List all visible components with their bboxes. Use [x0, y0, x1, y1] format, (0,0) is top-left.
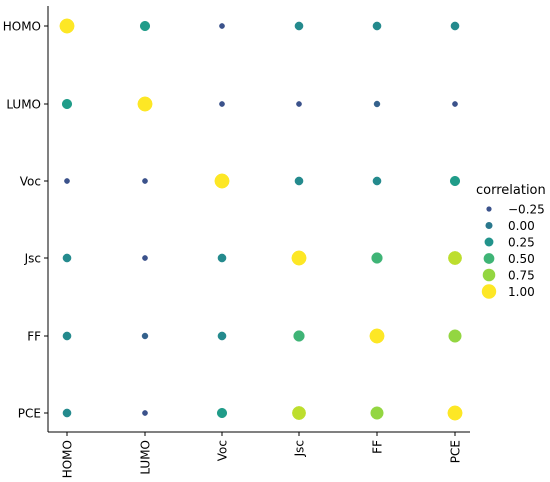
bubble-homo-pce — [450, 21, 460, 31]
y-tick-label-ff: FF — [27, 330, 41, 344]
bubble-voc-homo — [64, 178, 70, 184]
bubble-ff-voc — [217, 331, 227, 341]
y-tick-label-voc: Voc — [20, 175, 41, 189]
bubble-lumo-pce — [452, 101, 458, 107]
legend-label: 0.50 — [508, 252, 535, 266]
legend-marker — [483, 253, 495, 264]
legend-label: 0.25 — [508, 236, 535, 250]
legend-marker — [482, 268, 496, 282]
bubble-pce-pce — [447, 405, 463, 421]
bubble-lumo-jsc — [296, 101, 302, 107]
bubble-homo-jsc — [294, 21, 304, 31]
bubble-jsc-jsc — [291, 250, 307, 266]
bubble-lumo-homo — [61, 98, 73, 110]
legend-marker — [481, 284, 497, 299]
y-tick-label-jsc: Jsc — [24, 252, 41, 266]
bubble-ff-lumo — [141, 332, 149, 340]
bubble-voc-lumo — [142, 178, 148, 184]
x-tick-label-voc: Voc — [216, 440, 230, 461]
x-tick-label-jsc: Jsc — [293, 440, 307, 457]
legend-marker — [485, 221, 493, 230]
y-tick-label-lumo: LUMO — [6, 98, 41, 112]
bubble-voc-ff — [372, 176, 382, 186]
bubble-jsc-homo — [62, 253, 72, 263]
bubble-jsc-pce — [448, 251, 462, 265]
bubble-pce-lumo — [142, 410, 148, 416]
bubble-voc-pce — [449, 175, 461, 187]
y-tick-labels: HOMO LUMO Voc Jsc FF PCE — [3, 20, 48, 421]
bubble-ff-jsc — [293, 330, 305, 342]
legend-label: −0.25 — [508, 203, 545, 217]
bubble-ff-pce — [448, 329, 462, 343]
y-tick-label-homo: HOMO — [3, 20, 41, 34]
bubble-lumo-ff — [373, 100, 381, 108]
legend-title: correlation — [476, 183, 546, 198]
bubble-homo-homo — [59, 18, 75, 34]
bubble-jsc-ff — [371, 252, 383, 264]
legend-items: −0.25 0.00 0.25 0.50 0.75 1.00 — [481, 203, 545, 299]
bubble-homo-lumo — [139, 20, 151, 32]
bubble-pce-homo — [62, 408, 72, 418]
legend: correlation −0.25 0.00 0.25 0.50 0.75 1.00 — [476, 183, 546, 299]
x-tick-label-homo: HOMO — [61, 440, 75, 478]
y-tick-label-pce: PCE — [18, 407, 41, 421]
bubble-lumo-lumo — [137, 96, 153, 112]
legend-marker — [486, 206, 492, 212]
axes — [47, 6, 470, 433]
bubble-homo-ff — [372, 21, 382, 31]
bubble-pce-ff — [370, 406, 384, 420]
x-tick-label-lumo: LUMO — [139, 440, 153, 475]
bubble-homo-voc — [219, 23, 225, 29]
bubble-pce-voc — [216, 407, 228, 419]
bubble-jsc-lumo — [142, 255, 148, 261]
bubble-jsc-voc — [217, 253, 227, 263]
x-tick-label-pce: PCE — [449, 440, 463, 463]
bubble-pce-jsc — [292, 406, 306, 420]
bubble-lumo-voc — [219, 101, 225, 107]
legend-label: 0.75 — [508, 269, 535, 283]
legend-label: 0.00 — [508, 219, 535, 233]
legend-label: 1.00 — [508, 285, 535, 299]
plot-area — [59, 18, 463, 421]
x-tick-label-ff: FF — [371, 440, 385, 454]
legend-marker — [484, 237, 494, 247]
bubble-ff-ff — [369, 328, 385, 344]
bubble-voc-voc — [214, 173, 230, 189]
x-tick-labels: HOMO LUMO Voc Jsc FF PCE — [61, 432, 463, 478]
bubble-voc-jsc — [294, 176, 304, 186]
bubble-ff-homo — [62, 331, 72, 341]
